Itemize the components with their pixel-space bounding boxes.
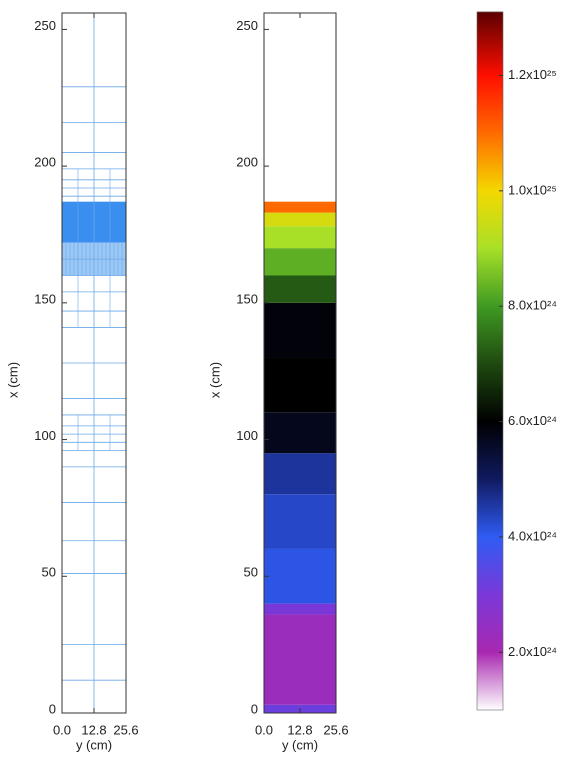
colorbar-segment	[477, 478, 503, 538]
colorbar-tick-label: 1.0x10²⁵	[508, 182, 557, 197]
x-tick-label: 12.8	[81, 722, 106, 737]
y-tick-label: 250	[34, 18, 56, 33]
colorbar-segment	[477, 421, 503, 480]
y-tick-label: 50	[42, 565, 56, 580]
y-tick-label: 150	[236, 291, 258, 306]
colorbar-tick-label: 6.0x10²⁴	[508, 413, 557, 428]
colorbar-segment	[477, 536, 503, 595]
colorbar-segment	[477, 652, 503, 711]
y-tick-label: 0	[251, 701, 258, 716]
colorbar-segment	[477, 248, 503, 307]
density-band	[264, 548, 336, 604]
density-band	[264, 494, 336, 549]
y-tick-label: 100	[34, 428, 56, 443]
y-tick-label: 0	[49, 701, 56, 716]
density-band	[264, 357, 336, 413]
density-band	[264, 614, 336, 705]
density-band	[264, 412, 336, 454]
y-tick-label: 100	[236, 428, 258, 443]
x-tick-label: 25.6	[323, 722, 348, 737]
y-tick-label: 250	[236, 18, 258, 33]
y-tick-label: 150	[34, 291, 56, 306]
x-tick-label: 25.6	[113, 722, 138, 737]
density-band	[264, 275, 336, 303]
y-tick-label: 200	[34, 155, 56, 170]
colorbar-segment	[477, 11, 503, 76]
colorbar-tick-label: 8.0x10²⁴	[508, 298, 557, 313]
density-band	[264, 212, 336, 227]
x-axis-label: y (cm)	[76, 737, 112, 752]
y-tick-label: 200	[236, 155, 258, 170]
y-axis-label: x (cm)	[5, 362, 20, 398]
colorbar-segment	[477, 305, 503, 365]
colorbar-segment	[477, 132, 503, 192]
density-band	[264, 603, 336, 615]
colorbar-frame	[476, 11, 504, 711]
y-axis-label: x (cm)	[207, 362, 222, 398]
colorbar-segment	[477, 363, 503, 422]
x-tick-label: 0.0	[53, 722, 71, 737]
colorbar-segment	[477, 75, 503, 134]
colorbar-tick-label: 4.0x10²⁴	[508, 528, 557, 543]
x-tick-label: 12.8	[287, 722, 312, 737]
density-band	[264, 302, 336, 358]
x-tick-label: 0.0	[255, 722, 273, 737]
colorbar-segment	[477, 594, 503, 653]
x-axis-label: y (cm)	[282, 737, 318, 752]
density-band	[264, 226, 336, 249]
colorbar-tick-label: 2.0x10²⁴	[508, 644, 557, 659]
density-band	[264, 453, 336, 495]
colorbar-segment	[477, 190, 503, 249]
colorbar-tick-label: 1.2x10²⁵	[508, 67, 557, 82]
density-band	[264, 201, 336, 213]
y-tick-label: 50	[244, 565, 258, 580]
density-band	[264, 248, 336, 276]
